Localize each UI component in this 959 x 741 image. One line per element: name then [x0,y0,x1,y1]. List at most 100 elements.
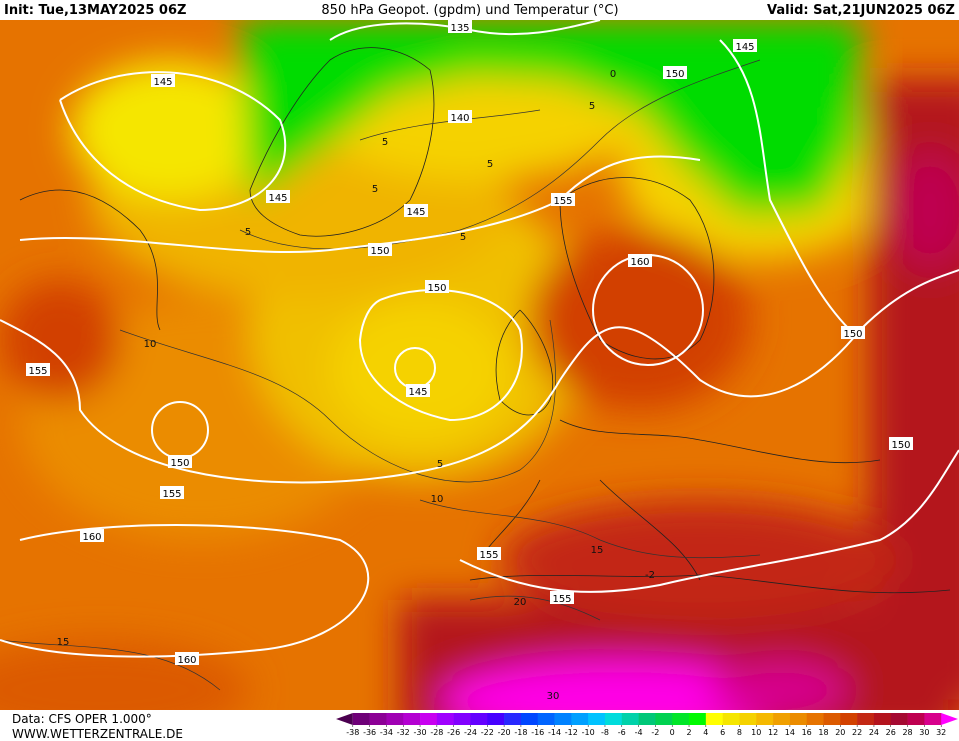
legend-swatch [924,713,942,725]
data-source: Data: CFS OPER 1.000° [12,712,152,726]
legend-label: 30 [919,728,929,737]
init-time: Init: Tue,13MAY2025 06Z [4,3,186,18]
geopotential-label: 150 [891,440,910,451]
legend-swatch [487,713,505,725]
legend-swatch [705,713,723,725]
label-box [663,66,687,79]
legend-swatch [840,713,858,725]
legend-swatch [722,713,740,725]
geopotential-label: 150 [665,69,684,80]
legend-arrow [336,713,353,725]
legend-swatch [638,713,656,725]
legend-label: 28 [902,728,912,737]
legend-label: 22 [852,728,862,737]
legend-swatch [554,713,572,725]
geopotential-label: 140 [450,113,469,124]
legend-swatch [403,713,421,725]
temperature-label: 5 [372,184,378,195]
legend-label: -4 [635,728,643,737]
legend-label: 24 [869,728,879,737]
contour-labels: 1351451451501401451451551501501601451551… [26,20,913,702]
geopotential-contours [0,20,959,658]
legend-label: -12 [565,728,578,737]
temperature-label: 15 [591,545,604,556]
geopotential-label: 155 [28,366,47,377]
legend-label: -34 [380,728,393,737]
legend-label: -6 [618,728,626,737]
legend-label: -38 [346,728,359,737]
legend-swatch [504,713,522,725]
legend-swatch [470,713,488,725]
legend-swatch [756,713,774,725]
legend-swatch [890,713,908,725]
legend-label: -2 [651,728,659,737]
label-box [266,190,290,203]
legend-label: -8 [601,728,609,737]
legend-label: 20 [835,728,845,737]
legend-label: -22 [481,728,494,737]
legend-swatch [436,713,454,725]
legend-swatch [621,713,639,725]
legend-label: -28 [430,728,443,737]
label-box [841,326,865,339]
geopotential-label: 150 [370,246,389,257]
legend-label: 26 [886,728,896,737]
geopotential-label: 145 [153,77,172,88]
legend-label: 16 [802,728,812,737]
geopotential-label: 150 [843,329,862,340]
legend-swatch [453,713,471,725]
geopotential-label: 145 [268,193,287,204]
legend-swatch [352,713,370,725]
geopotential-label: 160 [82,532,101,543]
geopotential-label: 145 [408,387,427,398]
temperature-label: 30 [547,691,560,702]
temperature-label: -2 [645,570,655,581]
geopotential-label: 155 [479,550,498,561]
color-legend: -38 -36 -34 -32 -30 -28 -26 -24 -22 -20 -18 -16 -14-… [336,713,958,737]
label-box [448,20,472,33]
geopotential-label: 145 [406,207,425,218]
legend-arrow [941,713,958,725]
label-box [889,437,913,450]
map-title: 850 hPa Geopot. (gpdm) und Temperatur (°… [321,3,618,18]
legend-label: -36 [363,728,376,737]
legend-swatch [873,713,892,725]
geopotential-label: 160 [630,257,649,268]
label-box [550,591,574,604]
label-box [404,204,428,217]
temperature-label: 5 [460,232,466,243]
temperature-label: 20 [514,597,527,608]
legend-label: 14 [785,728,795,737]
legend-swatch [604,713,623,725]
legend-label: 4 [703,728,708,737]
legend-label: -18 [514,728,527,737]
legend-label: 6 [720,728,725,737]
legend-swatch [420,713,438,725]
legend-label: 0 [670,728,675,737]
legend-swatch [823,713,841,725]
legend-swatch [907,713,925,725]
legend-label: -20 [498,728,511,737]
legend-label: -16 [531,728,544,737]
legend-label: 10 [751,728,761,737]
label-box [80,529,104,542]
legend-swatch [739,713,757,725]
label-box [425,280,449,293]
label-box [168,455,192,468]
temperature-label: 5 [245,227,251,238]
temperature-label: 10 [144,339,157,350]
legend-label: -30 [414,728,427,737]
label-box [477,547,501,560]
legend-label: -26 [447,728,460,737]
label-box [175,652,199,665]
legend-swatch [386,713,404,725]
temperature-label: 5 [437,459,443,470]
temperature-label: 0 [610,69,616,80]
label-box [368,243,392,256]
legend-swatch [369,713,387,725]
legend-swatch [520,713,539,725]
legend-swatch [857,713,875,725]
geopotential-label: 155 [552,594,571,605]
